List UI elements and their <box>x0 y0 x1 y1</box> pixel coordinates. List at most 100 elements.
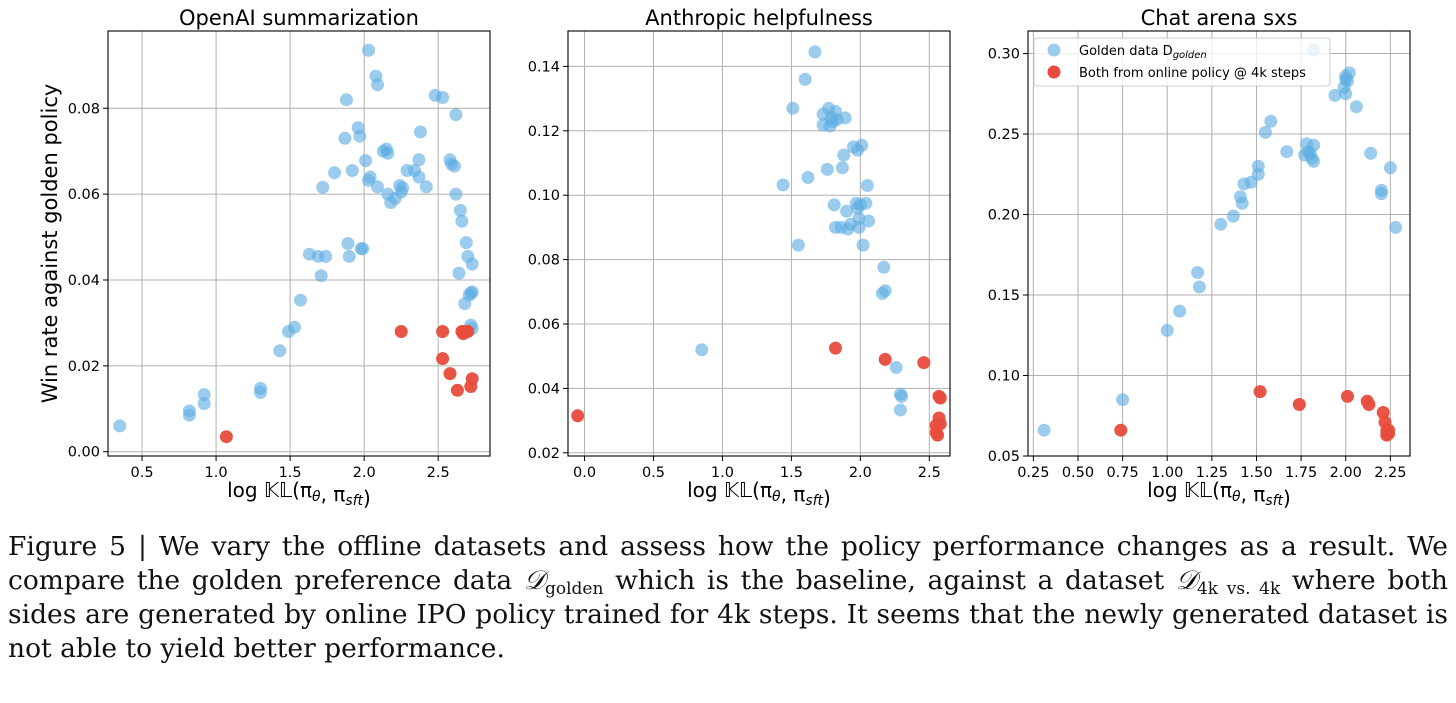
y-tick-label: 0.10 <box>988 369 1020 385</box>
golden-data-point <box>1307 138 1321 152</box>
golden-data-point <box>338 131 352 145</box>
golden-data-point <box>396 181 410 195</box>
golden-data-point <box>294 293 307 307</box>
golden-data-point <box>449 187 463 201</box>
chart-title: Chat arena sxs <box>1141 6 1298 30</box>
caption-prefix: Figure 5 | We vary the offline datasets … <box>8 531 1448 596</box>
x-tick-label: 0.25 <box>1017 465 1049 481</box>
plot-frame <box>1027 30 1411 457</box>
y-tick-label: 0.12 <box>528 124 560 140</box>
online-data-point <box>933 391 947 405</box>
golden-data-point <box>1389 220 1403 234</box>
golden-data-point <box>893 403 907 417</box>
golden-data-point <box>1339 87 1353 101</box>
golden-data-point <box>1280 145 1294 159</box>
golden-data-point <box>695 343 709 357</box>
golden-data-point <box>1116 393 1130 407</box>
golden-data-point <box>801 171 815 184</box>
golden-data-point <box>436 91 450 104</box>
golden-data-point <box>840 204 854 218</box>
golden-data-point <box>835 161 849 175</box>
golden-data-point <box>1264 114 1278 128</box>
golden-data-point <box>412 153 426 167</box>
online-data-point <box>933 417 947 431</box>
online-data-point <box>1382 423 1396 437</box>
y-tick-label: 0.25 <box>988 127 1020 143</box>
plot-frame <box>567 30 951 457</box>
online-data-point <box>571 409 585 423</box>
golden-data-point <box>419 180 433 194</box>
golden-data-point <box>862 214 876 228</box>
legend-box <box>1033 37 1331 87</box>
golden-data-point <box>852 220 866 234</box>
y-tick-label: 0.10 <box>528 188 560 204</box>
legend: Golden data Dgolden Both from online poli… <box>1033 37 1331 87</box>
golden-data-point <box>254 386 267 399</box>
x-tick-label: 2.0 <box>849 465 872 481</box>
golden-data-point <box>452 266 466 280</box>
golden-data-point <box>448 159 461 173</box>
golden-data-point <box>856 238 870 252</box>
chart-panel-2: 0.0 0.5 1.0 1.5 2.0 2.5 0.02 0.04 0.06 0.08 0.10 0.… <box>528 6 951 510</box>
online-data-point <box>1362 398 1376 411</box>
golden-data-point <box>197 388 211 402</box>
y-tick-label: 0.30 <box>988 47 1020 63</box>
golden-data-point <box>371 78 384 92</box>
y-tick-label: 0.08 <box>68 101 100 117</box>
online-data-point <box>1376 406 1390 419</box>
golden-data-point <box>1374 187 1388 201</box>
online-data-point <box>450 383 464 397</box>
y-tick-label: 0.08 <box>528 253 560 269</box>
golden-data-point <box>877 260 891 274</box>
legend-online-marker <box>1047 65 1061 79</box>
golden-data-point <box>1191 266 1205 279</box>
x-tick-label: 0.75 <box>1106 465 1138 481</box>
golden-data-point <box>182 408 196 422</box>
chart-title: OpenAI summarization <box>179 6 419 30</box>
golden-data-point <box>855 138 869 152</box>
golden-data-point <box>316 180 330 194</box>
x-tick-label: 0.50 <box>1062 465 1094 481</box>
golden-data-point <box>1214 217 1228 231</box>
chart-title: Anthropic helpfulness <box>645 6 873 30</box>
x-tick-label: 1.0 <box>711 465 734 481</box>
golden-data-point <box>1307 154 1321 168</box>
golden-data-point <box>786 101 800 115</box>
y-tick-label: 0.04 <box>528 381 560 397</box>
y-axis-label: Win rate against golden policy <box>38 84 62 404</box>
golden-data-point <box>412 170 426 184</box>
x-tick-label: 1.00 <box>1151 465 1183 481</box>
y-tick-label: 0.20 <box>988 208 1020 224</box>
golden-data-point <box>860 179 874 192</box>
y-tick-label: 0.15 <box>988 288 1020 304</box>
caption-sub-4k: 4k vs. 4k <box>1196 579 1281 599</box>
x-tick-label: 0.5 <box>131 465 154 481</box>
online-data-point <box>436 325 450 338</box>
golden-data-point <box>362 43 376 57</box>
golden-data-point <box>1160 323 1174 337</box>
golden-data-point <box>353 129 367 143</box>
golden-data-point <box>273 344 287 358</box>
y-tick-label: 0.06 <box>68 187 100 203</box>
caption-sub-golden: golden <box>544 579 604 599</box>
golden-data-point <box>878 284 892 298</box>
x-tick-label: 2.5 <box>427 465 450 481</box>
x-tick-label: 2.0 <box>353 465 376 481</box>
golden-data-point <box>859 196 873 210</box>
golden-data-point <box>381 146 395 160</box>
golden-data-point <box>1349 100 1363 114</box>
golden-data-point <box>314 269 328 283</box>
golden-data-point <box>791 238 805 252</box>
golden-data-point <box>798 72 812 86</box>
x-tick-label: 1.50 <box>1240 465 1272 481</box>
x-tick-label: 2.00 <box>1330 465 1362 481</box>
legend-online-label: Both from online policy @ 4k steps <box>1079 66 1306 81</box>
y-tick-label: 0.06 <box>528 317 560 333</box>
legend-golden-label: Golden data Dgolden <box>1079 44 1207 61</box>
golden-data-point <box>837 148 851 162</box>
online-data-point <box>465 372 479 386</box>
caption-suffix: where both sides are generated by online… <box>8 565 1448 664</box>
golden-data-point <box>1342 66 1356 80</box>
x-tick-label: 2.5 <box>918 465 941 481</box>
golden-data-point <box>1328 88 1342 102</box>
